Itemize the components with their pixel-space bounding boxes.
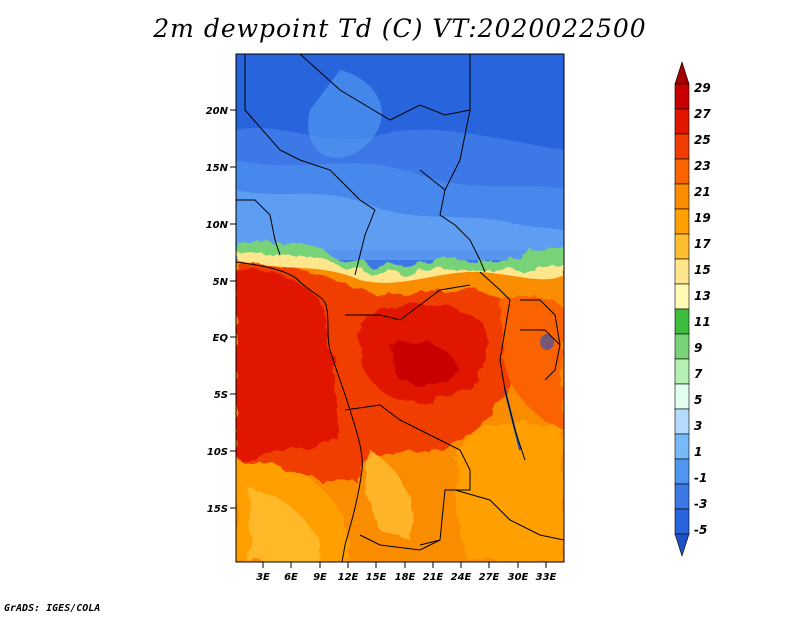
lat-label: 20N [206,106,229,117]
lon-label: 9E [313,572,327,583]
colorbar-label: 17 [694,237,711,251]
colorbar-label: 19 [694,211,711,225]
colorbar-label: 13 [694,289,711,303]
colorbar-swatch [674,158,690,185]
grads-credit: GrADS: IGES/COLA [4,603,101,614]
colorbar-label: -5 [694,523,707,537]
lon-label: 3E [256,572,270,583]
colorbar-swatch [674,61,690,85]
lon-label: 6E [284,572,298,583]
colorbar-swatch [674,258,690,285]
colorbar-swatch [674,283,690,310]
lat-label: 10S [207,447,228,458]
colorbar-swatch [674,133,690,160]
colorbar-swatch [674,533,690,557]
colorbar-label: -3 [694,497,707,511]
lon-label: 24E [451,572,472,583]
lat-label: 15S [207,504,228,515]
colorbar-swatch [674,108,690,135]
colorbar-label: 3 [694,419,702,433]
lon-label: 18E [395,572,416,583]
dewpoint-field [236,54,564,562]
lon-label: 15E [366,572,387,583]
country-borders [236,54,564,562]
longitude-axis: 3E 6E 9E 12E 15E 18E 21E 24E 27E 30E 33E [256,562,557,583]
colorbar-label: 21 [694,185,711,199]
colorbar-label: 29 [694,81,711,95]
colorbar-label: 25 [694,133,711,147]
lat-label: 15N [206,163,229,174]
lon-label: 27E [479,572,500,583]
lon-label: 12E [338,572,359,583]
colorbar-swatch [674,83,690,110]
colorbar-swatch [674,233,690,260]
lon-label: 30E [508,572,529,583]
colorbar-swatch [674,308,690,335]
lon-label: 21E [423,572,444,583]
colorbar-swatch [674,508,690,535]
colorbar-swatch [674,458,690,485]
colorbar-label: 27 [694,107,711,121]
colorbar-label: 1 [694,445,702,459]
colorbar-label: 23 [694,159,711,173]
colorbar-label: 15 [694,263,711,277]
colorbar-swatch [674,433,690,460]
colorbar-label: 7 [694,367,703,381]
colorbar-swatch [674,333,690,360]
colorbar-swatch [674,408,690,435]
lat-label: 10N [206,220,229,231]
lon-label: 33E [536,572,557,583]
colorbar: 29 27 25 23 21 19 17 15 13 11 9 7 5 3 1 … [674,61,711,557]
map-frame [235,53,565,563]
colorbar-label: 11 [694,315,711,329]
colorbar-swatch [674,483,690,510]
lat-label: 5N [213,277,229,288]
colorbar-label: 9 [694,341,702,355]
colorbar-swatch [674,208,690,235]
colorbar-swatch [674,183,690,210]
colorbar-swatch [674,358,690,385]
colorbar-swatch [674,383,690,410]
lat-label: 5S [214,390,228,401]
colorbar-label: -1 [694,471,707,485]
latitude-axis: 20N 15N 10N 5N EQ 5S 10S 15S [206,106,236,515]
colorbar-label: 5 [694,393,702,407]
lat-label: EQ [213,333,229,344]
map-title: 2m dewpoint Td (C) VT:2020022500 [153,14,647,43]
